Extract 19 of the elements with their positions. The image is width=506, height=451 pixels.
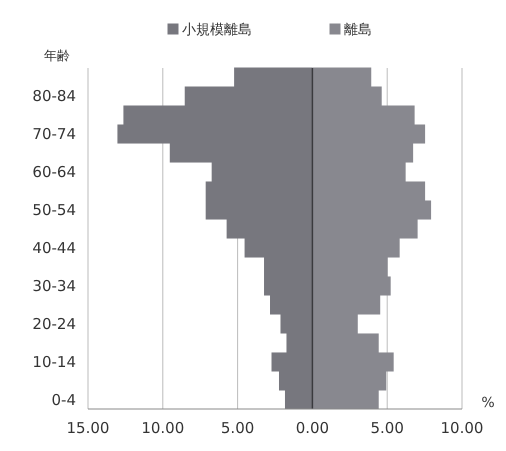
x-tick-label: 10.00 [440,419,484,437]
y-tick-label: 20-24 [32,314,76,333]
x-tick-label: 0.00 [296,419,330,437]
x-tick-label: 5.00 [370,419,404,437]
x-tick-label: 5.00 [220,419,254,437]
legend-label: 小規模離島 [182,22,252,38]
x-axis-title: % [481,395,495,411]
y-tick-label: 70-74 [32,125,76,144]
y-tick-label: 30-34 [32,276,76,295]
y-tick-label: 10-14 [32,352,76,371]
legend-label: 離島 [344,22,372,38]
x-tick-label: 10.00 [141,419,184,437]
y-tick-label: 80-84 [32,87,76,106]
y-axis-title: 年齢 [44,49,70,64]
y-tick-label: 60-64 [32,163,76,182]
y-tick-label: 40-44 [32,239,76,257]
x-tick-label: 15.00 [66,419,110,437]
y-tick-label: 0-4 [52,390,76,409]
y-tick-label: 50-54 [32,201,76,220]
